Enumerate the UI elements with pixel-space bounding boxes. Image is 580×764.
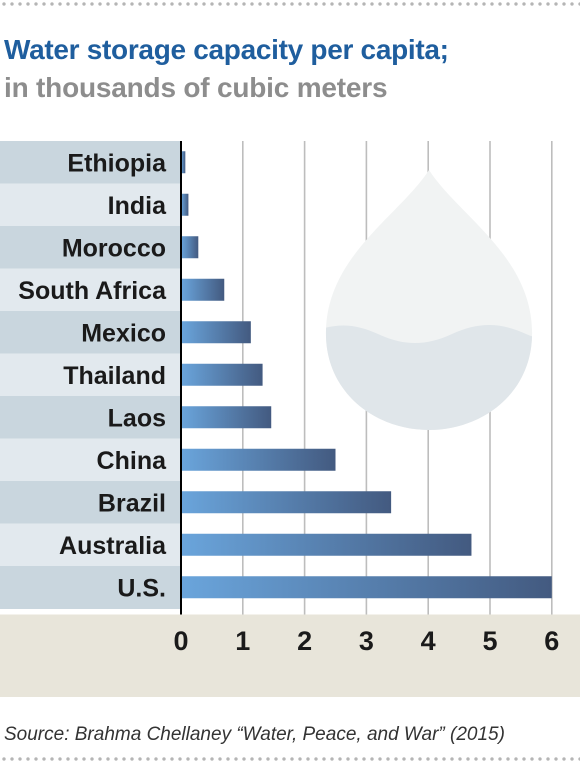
tick-label: 3 xyxy=(359,626,374,656)
label-band xyxy=(0,566,181,609)
axis-band xyxy=(0,614,580,697)
tick-label: 0 xyxy=(173,626,188,656)
label-band xyxy=(0,523,181,567)
label-band xyxy=(0,268,181,312)
bottom-dotted-border xyxy=(0,756,580,762)
bar-mexico xyxy=(181,321,251,344)
tick-label: 6 xyxy=(544,626,559,656)
label-band xyxy=(0,311,181,354)
bar-china xyxy=(181,448,336,471)
label-band xyxy=(0,481,181,524)
label-band xyxy=(0,396,181,439)
category-label: China xyxy=(97,447,168,475)
bar-laos xyxy=(181,406,272,429)
category-label: India xyxy=(108,192,167,220)
tick-label: 1 xyxy=(235,626,250,656)
category-label: Australia xyxy=(59,532,167,560)
label-band xyxy=(0,353,181,397)
tick-label: 5 xyxy=(482,626,497,656)
drop-water xyxy=(325,325,533,430)
bar-u-s xyxy=(181,576,552,599)
category-label: Morocco xyxy=(62,234,166,262)
category-label: U.S. xyxy=(117,574,166,602)
label-band xyxy=(0,183,181,227)
category-label: Thailand xyxy=(63,362,166,390)
top-dotted-border xyxy=(0,1,580,7)
label-band xyxy=(0,438,181,482)
category-label: Brazil xyxy=(98,489,166,517)
bar-india xyxy=(181,193,189,216)
tick-label: 4 xyxy=(421,626,436,656)
water-drop-icon xyxy=(325,170,533,430)
bar-brazil xyxy=(181,491,392,514)
bar-south-africa xyxy=(181,278,225,301)
bar-morocco xyxy=(181,236,199,259)
chart-subtitle: in thousands of cubic meters xyxy=(4,72,388,103)
tick-label: 2 xyxy=(297,626,312,656)
bar-thailand xyxy=(181,363,263,386)
bar-ethiopia xyxy=(181,151,186,174)
bar-australia xyxy=(181,533,472,556)
chart-title: Water storage capacity per capita; xyxy=(4,34,449,65)
label-band xyxy=(0,226,181,269)
category-label: Laos xyxy=(108,404,166,432)
source-note: Source: Brahma Chellaney “Water, Peace, … xyxy=(4,724,505,745)
category-label: Ethiopia xyxy=(67,149,167,177)
category-label: South Africa xyxy=(18,277,167,305)
category-label: Mexico xyxy=(81,319,166,347)
label-band xyxy=(0,141,181,184)
